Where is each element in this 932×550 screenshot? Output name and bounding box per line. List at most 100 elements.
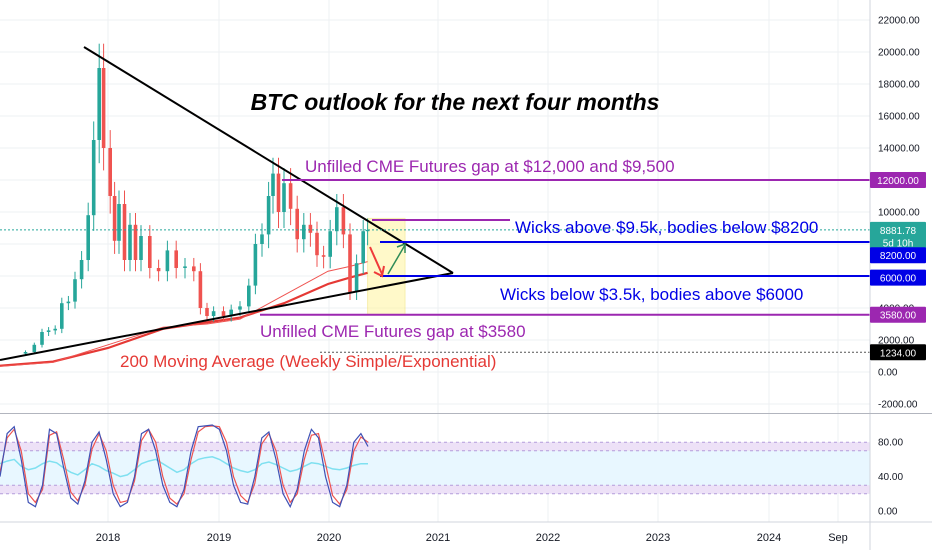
moving-averages <box>0 261 368 367</box>
candle-body <box>308 224 313 233</box>
price-tag-box <box>870 247 926 264</box>
up-arrow-head <box>396 242 406 253</box>
oscillator-smooth-line <box>0 456 368 478</box>
candle-body <box>112 196 117 241</box>
candle-body <box>53 328 57 331</box>
oscillator-axis-tick-label: 80.00 <box>878 438 903 449</box>
candle-body <box>253 244 258 286</box>
price-tag-label: 5d 10h <box>883 238 914 249</box>
candle-body <box>266 196 271 235</box>
candle-body <box>247 285 251 307</box>
projection-zone <box>367 217 406 316</box>
candle-body <box>91 140 96 216</box>
candle-body <box>295 208 299 240</box>
time-axis-tick-label: 2024 <box>757 532 781 544</box>
candle-body <box>108 148 112 196</box>
candle-body <box>354 263 359 292</box>
down-arrow <box>369 246 383 275</box>
candle-body <box>198 271 203 308</box>
candle-body <box>40 332 44 345</box>
time-axis-tick-label: Sep <box>828 532 848 544</box>
candle-body <box>221 311 226 316</box>
candle-body <box>101 68 106 148</box>
candle-body <box>315 232 319 256</box>
annotation-label: 200 Moving Average (Weekly Simple/Expone… <box>120 352 496 371</box>
price-tag-box <box>870 172 926 188</box>
candle-body <box>165 250 170 272</box>
price-tag-box <box>870 221 926 238</box>
oscillator-panel <box>0 424 870 509</box>
candle-body <box>128 224 132 260</box>
oscillator-axis-tick-label: 0.00 <box>878 507 898 518</box>
candle-body <box>260 234 264 244</box>
oscillator-lower-band <box>0 485 870 494</box>
candle-body <box>122 204 127 260</box>
candle-body <box>328 231 332 257</box>
price-axis-tick-label: 0.00 <box>878 368 898 379</box>
candle-body <box>139 236 143 260</box>
price-tag-label: 12000.00 <box>877 176 919 187</box>
candle-body <box>192 266 196 272</box>
price-tag-label: 1234.00 <box>880 348 917 359</box>
candlesticks <box>23 43 370 356</box>
price-axis-tick-label: 18000.00 <box>878 80 920 91</box>
price-axis-tick-label: 22000.00 <box>878 16 920 27</box>
vertical-gridlines <box>107 0 839 522</box>
time-axis-tick-label: 2022 <box>536 532 560 544</box>
time-axis-tick-label: 2023 <box>646 532 670 544</box>
price-axis-tick-label: 14000.00 <box>878 144 920 155</box>
candle-body <box>211 311 216 316</box>
time-axis-tick-label: 2018 <box>96 532 120 544</box>
candle-body <box>174 250 178 268</box>
price-tag-box <box>870 306 926 323</box>
descending-trendline <box>83 46 454 274</box>
annotation-label: Wicks above $9.5k, bodies below $8200 <box>515 218 818 237</box>
oscillator-k-line <box>0 424 369 509</box>
price-tag-label: 6000.00 <box>880 274 917 285</box>
candle-body <box>271 173 275 196</box>
candle-body <box>341 207 346 235</box>
projection-box <box>367 217 406 316</box>
price-gridlines <box>0 19 870 405</box>
oscillator-axis-tick-label: 40.00 <box>878 472 903 483</box>
oscillator-d-line <box>0 425 369 506</box>
candle-body <box>133 224 138 260</box>
candle-body <box>205 308 209 316</box>
annotation-label: Unfilled CME Futures gap at $12,000 and … <box>305 157 675 176</box>
price-axis-tick-label: -2000.00 <box>878 400 918 411</box>
candle-body <box>282 183 286 212</box>
time-axis-tick-label: 2019 <box>207 532 231 544</box>
price-axis-tick-label: 10000.00 <box>878 208 920 219</box>
candle-body <box>97 68 101 140</box>
price-tag-box <box>870 269 926 286</box>
candle-body <box>288 183 293 209</box>
oscillator-upper-band <box>0 442 870 451</box>
candle-body <box>46 330 51 332</box>
ascending-trendline <box>0 272 454 361</box>
candle-body <box>148 236 152 268</box>
candle-body <box>32 344 37 352</box>
candle-body <box>276 173 281 212</box>
price-tag-box <box>870 344 926 361</box>
candle-body <box>229 309 233 316</box>
candle-body <box>79 260 84 280</box>
price-axis-tick-label: 2000.00 <box>878 336 915 347</box>
price-axis-tick-label: 16000.00 <box>878 112 920 123</box>
candle-body <box>302 224 306 240</box>
oscillator-axis[interactable]: 80.00 40.00 0.00 <box>878 438 903 518</box>
ma-simple-line <box>0 271 368 367</box>
candle-body <box>183 266 187 268</box>
chart-title: BTC outlook for the next four months <box>251 89 660 115</box>
time-axis-tick-label: 2021 <box>426 532 450 544</box>
price-tag-box <box>870 234 926 251</box>
candle-body <box>60 303 64 329</box>
candle-body <box>117 204 121 241</box>
candle-body <box>156 268 161 272</box>
price-tag-label: 3580.00 <box>880 311 917 322</box>
candle-body <box>321 255 326 257</box>
price-tag-label: 8200.00 <box>880 251 917 262</box>
candle-body <box>361 231 365 264</box>
up-arrow <box>387 244 406 275</box>
time-axis[interactable]: 2018 2019 2020 2021 2022 2023 2024 Sep <box>96 532 848 544</box>
